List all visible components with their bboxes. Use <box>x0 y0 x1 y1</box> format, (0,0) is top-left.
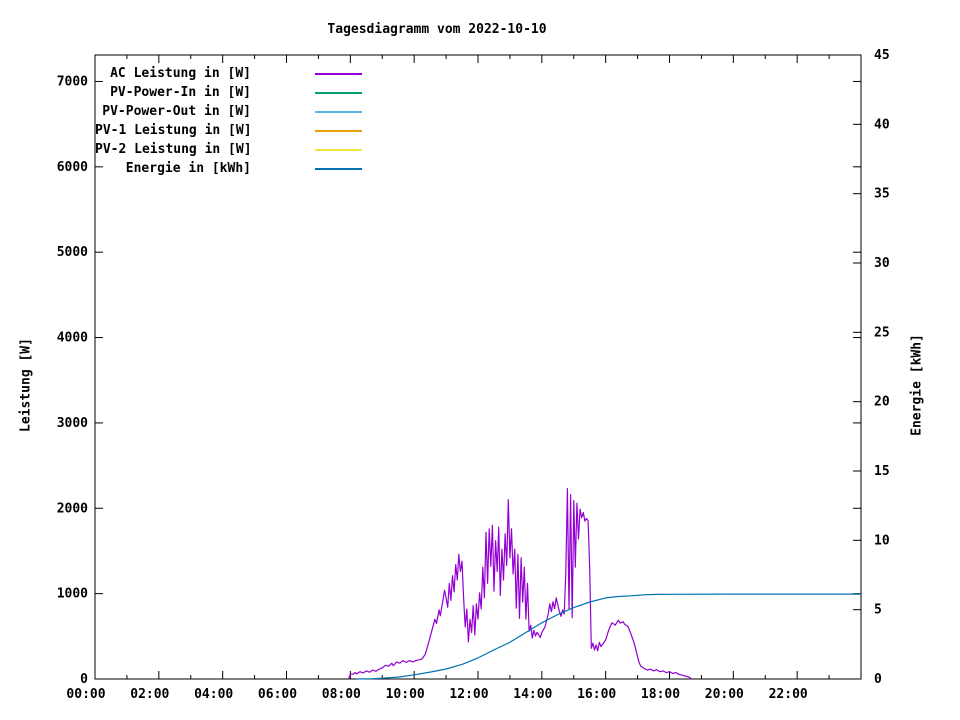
chart-title: Tagesdiagramm vom 2022-10-10 <box>327 22 547 37</box>
svg-text:40: 40 <box>874 117 890 132</box>
legend-line-sample <box>315 72 362 75</box>
svg-text:10:00: 10:00 <box>386 687 425 702</box>
svg-text:20:00: 20:00 <box>705 687 744 702</box>
svg-text:4000: 4000 <box>57 331 88 346</box>
svg-text:06:00: 06:00 <box>258 687 297 702</box>
legend-item: Energie in [kWh] <box>95 159 362 178</box>
svg-text:35: 35 <box>874 187 890 202</box>
svg-text:16:00: 16:00 <box>577 687 616 702</box>
svg-text:00:00: 00:00 <box>66 687 105 702</box>
svg-text:45: 45 <box>874 48 890 63</box>
y-right-ticks: 0 5 10 15 20 25 30 35 40 45 <box>853 48 890 687</box>
legend-line-sample <box>315 148 362 151</box>
legend-label: PV-1 Leistung in [W] <box>95 123 252 138</box>
svg-text:0: 0 <box>80 672 88 687</box>
legend-item: AC Leistung in [W] <box>95 64 362 83</box>
svg-text:0: 0 <box>874 672 882 687</box>
legend-line-sample <box>315 91 362 94</box>
svg-text:04:00: 04:00 <box>194 687 233 702</box>
legend: AC Leistung in [W] PV-Power-In in [W] PV… <box>95 64 362 178</box>
series-AC Leistung in [W] <box>348 488 693 680</box>
legend-line-sample <box>315 129 362 132</box>
legend-line-sample <box>315 167 362 170</box>
legend-label: PV-Power-In in [W] <box>110 85 251 100</box>
svg-text:5: 5 <box>874 603 882 618</box>
series-Energie in [kWh] <box>356 593 861 680</box>
svg-text:22:00: 22:00 <box>769 687 808 702</box>
legend-item: PV-2 Leistung in [W] <box>95 140 362 159</box>
legend-item: PV-1 Leistung in [W] <box>95 121 362 140</box>
legend-item: PV-Power-In in [W] <box>95 83 362 102</box>
legend-item: PV-Power-Out in [W] <box>95 102 362 121</box>
svg-text:6000: 6000 <box>57 160 88 175</box>
svg-text:30: 30 <box>874 256 890 271</box>
svg-text:12:00: 12:00 <box>449 687 488 702</box>
svg-text:18:00: 18:00 <box>641 687 680 702</box>
svg-text:25: 25 <box>874 325 890 340</box>
svg-text:5000: 5000 <box>57 245 88 260</box>
svg-text:2000: 2000 <box>57 501 88 516</box>
svg-text:02:00: 02:00 <box>130 687 169 702</box>
svg-text:3000: 3000 <box>57 416 88 431</box>
x-ticks <box>94 55 830 679</box>
svg-text:10: 10 <box>874 533 890 548</box>
svg-text:14:00: 14:00 <box>513 687 552 702</box>
svg-text:08:00: 08:00 <box>322 687 361 702</box>
svg-text:7000: 7000 <box>57 74 88 89</box>
legend-label: Energie in [kWh] <box>125 161 251 176</box>
svg-text:15: 15 <box>874 464 890 479</box>
x-tick-labels: 00:00 02:00 04:00 06:00 08:00 10:00 12:00 14:00… <box>66 687 807 702</box>
legend-label: PV-Power-Out in [W] <box>102 104 251 119</box>
svg-text:1000: 1000 <box>57 587 88 602</box>
legend-label: PV-2 Leistung in [W] <box>95 142 252 157</box>
legend-line-sample <box>315 110 362 113</box>
svg-text:20: 20 <box>874 395 890 410</box>
legend-label: AC Leistung in [W] <box>110 66 251 81</box>
